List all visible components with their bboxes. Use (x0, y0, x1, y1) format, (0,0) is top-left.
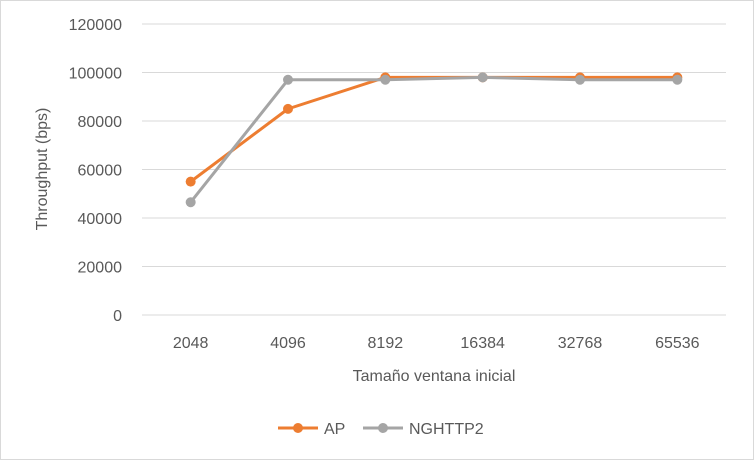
legend-label: NGHTTP2 (409, 421, 484, 438)
y-tick-label: 60000 (78, 163, 123, 180)
data-point (672, 74, 683, 85)
y-axis-tick-labels: 0 20000 40000 60000 80000 100000 120000 (69, 17, 122, 325)
legend-swatch-marker (378, 423, 388, 433)
x-tick-label: 32768 (558, 335, 603, 352)
data-point (185, 197, 196, 208)
x-tick-label: 16384 (460, 335, 505, 352)
y-tick-label: 120000 (69, 17, 122, 34)
x-tick-label: 2048 (173, 335, 209, 352)
series-line (189, 75, 679, 184)
data-point (283, 74, 293, 85)
legend-label: AP (324, 421, 345, 438)
legend: AP NGHTTP2 (278, 421, 484, 438)
legend-item-nghttp2: NGHTTP2 (363, 421, 484, 438)
x-axis-tick-labels: 2048 4096 8192 16384 32768 65536 (173, 335, 700, 352)
y-tick-label: 40000 (78, 211, 123, 228)
x-tick-label: 4096 (270, 335, 306, 352)
data-point (380, 74, 391, 85)
data-point (477, 72, 488, 83)
x-axis-title: Tamaño ventana inicial (353, 368, 516, 385)
x-tick-label: 65536 (655, 335, 700, 352)
y-axis-title: Throughput (bps) (34, 108, 51, 231)
data-point (575, 74, 585, 85)
legend-swatch-marker (293, 423, 303, 433)
series-nghttp2 (185, 72, 683, 208)
y-tick-label: 20000 (78, 260, 123, 277)
y-tick-label: 80000 (78, 114, 123, 131)
y-tick-label: 100000 (69, 66, 122, 83)
data-point (185, 176, 196, 187)
series-group (185, 72, 683, 208)
gridlines (142, 23, 726, 316)
y-tick-label: 0 (113, 308, 122, 325)
series-line (189, 75, 679, 204)
data-point (283, 103, 293, 114)
x-tick-label: 8192 (368, 335, 404, 352)
legend-item-ap: AP (278, 421, 345, 438)
